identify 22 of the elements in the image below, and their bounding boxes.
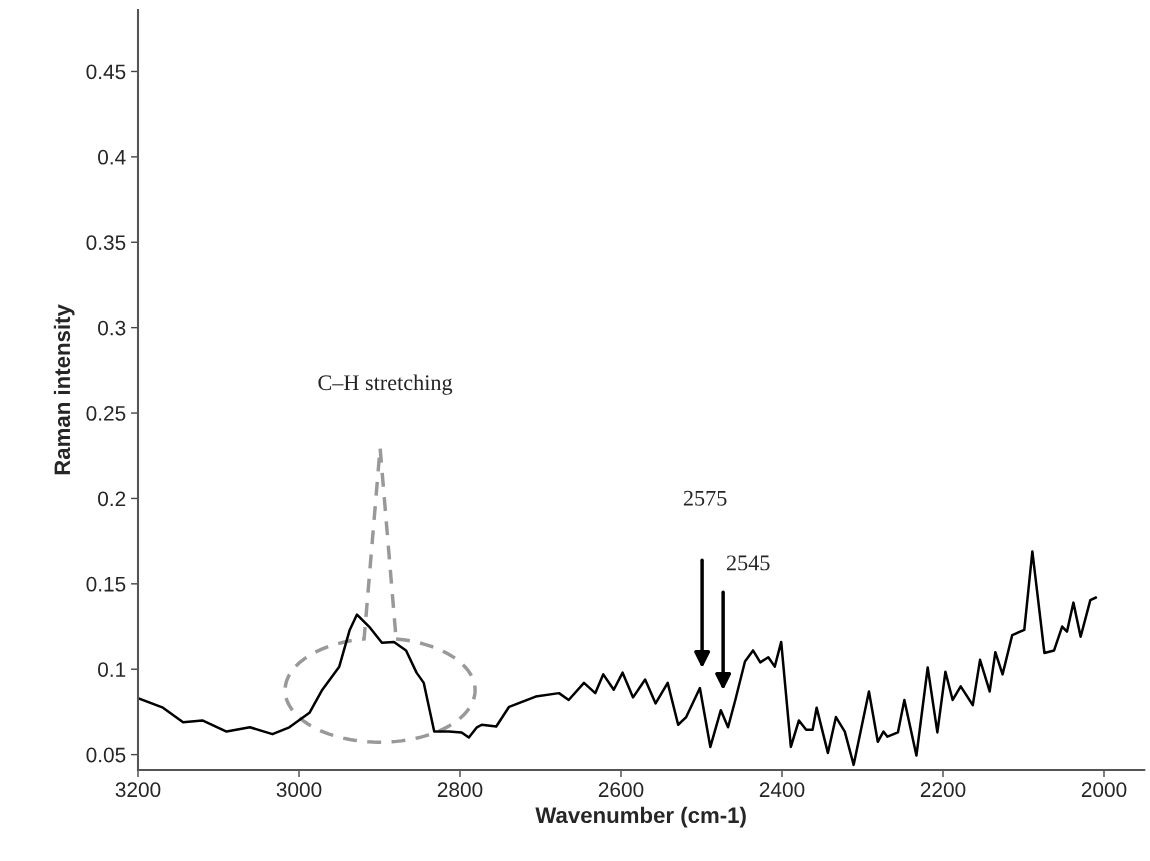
y-tick-label: 0.45 [86, 64, 126, 80]
line-series [138, 550, 1098, 767]
y-tick-label: 0.15 [86, 576, 126, 592]
y-tick-label: 0.35 [86, 235, 126, 251]
y-tick-label: 0.05 [86, 747, 126, 763]
x-axis-title: Wavenumber (cm-1) [535, 806, 746, 828]
y-tick-label: 0.3 [98, 320, 126, 336]
annotation: 2575 [683, 490, 727, 506]
y-tick-label: 0.4 [98, 149, 126, 165]
y-axis-title: Raman intensity [53, 304, 75, 475]
annotation: C–H stretching [318, 374, 453, 395]
x-tick-label: 2400 [759, 782, 805, 798]
y-tick-label: 0.2 [98, 491, 126, 507]
y-tick-label: 0.1 [98, 662, 126, 677]
x-tick-label: 2000 [1081, 782, 1127, 798]
x-tick-label: 2600 [598, 782, 644, 798]
x-tick-label: 2200 [920, 782, 966, 798]
annotation: 2545 [726, 555, 770, 571]
x-tick-label: 2800 [437, 782, 483, 798]
x-tick-label: 3200 [115, 782, 161, 798]
y-tick-label: 0.25 [86, 406, 126, 421]
x-tick-label: 3000 [276, 782, 322, 798]
